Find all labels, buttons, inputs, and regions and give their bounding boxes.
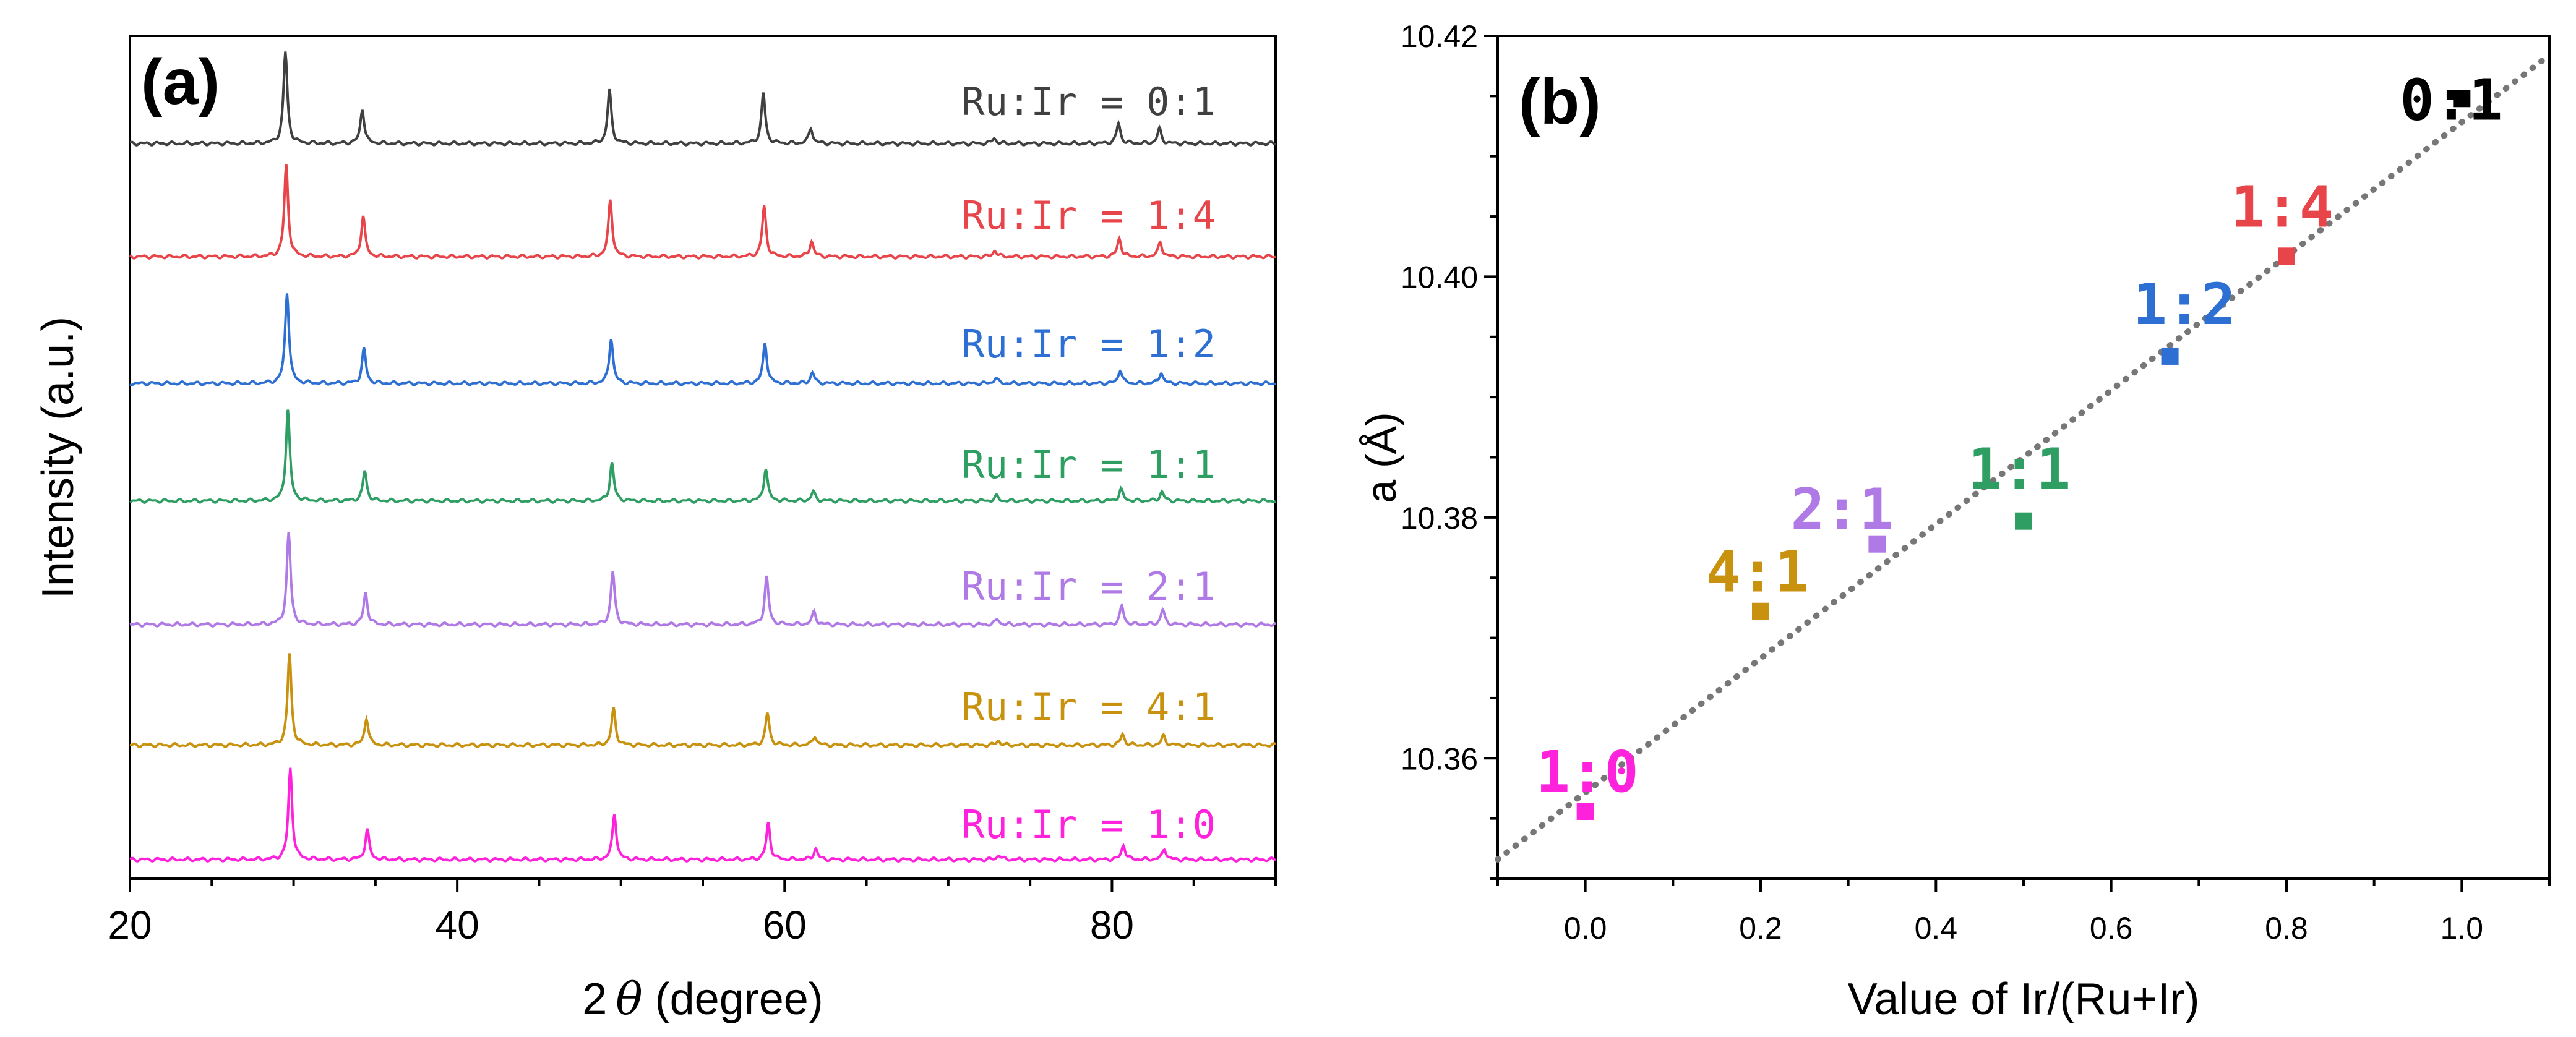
series-label: Ru:Ir = 0:1	[961, 79, 1216, 124]
data-point-0-1	[2453, 90, 2471, 108]
panel-b: (b) 0.0 0.2 0.4 0.6 0.8 1.0 10.36 10.38 10.40 10.…	[1358, 19, 2552, 1024]
data-point-2-1	[1868, 535, 1886, 553]
panel-a-x-ticks: 20 40 60 80	[108, 879, 1277, 947]
xrd-trace-01	[129, 51, 1276, 147]
panel-a-x-label-suffix: (degree)	[643, 975, 823, 1024]
xrd-trace-14	[129, 164, 1276, 260]
y-tick-label: 10.36	[1401, 741, 1478, 776]
panel-a-traces	[129, 51, 1277, 863]
data-point-4-1	[1752, 602, 1769, 620]
x-tick-label: 20	[108, 903, 152, 947]
panel-a-series-labels: Ru:Ir = 0:1 Ru:Ir = 1:4 Ru:Ir = 1:2 Ru:Ir =…	[961, 79, 1216, 847]
point-label: 4:1	[1706, 539, 1809, 605]
x-tick-label: 0.0	[1564, 911, 1607, 945]
series-label: Ru:Ir = 1:2	[961, 322, 1216, 367]
x-tick-label: 0.6	[2090, 911, 2133, 945]
point-label: 2:1	[1790, 477, 1893, 543]
y-tick-label: 10.40	[1401, 260, 1478, 294]
point-label: 1:1	[1968, 437, 2071, 503]
panel-a-x-label-prefix: 2	[582, 975, 607, 1024]
xrd-trace-10	[129, 767, 1276, 863]
series-label: Ru:Ir = 1:4	[961, 193, 1216, 238]
point-label: 1:2	[2133, 271, 2236, 338]
panel-a-y-axis-label: Intensity (a.u.)	[33, 317, 83, 599]
x-tick-label: 1.0	[2441, 911, 2484, 945]
panel-a: (a) Ru:Ir = 0:1Ru:Ir = 1:4Ru:Ir = 1:2Ru:…	[33, 35, 1277, 1025]
series-label: Ru:Ir = 1:0	[961, 802, 1216, 847]
x-tick-label: 40	[436, 903, 479, 947]
point-label: 0:1	[2400, 67, 2502, 133]
x-tick-label: 80	[1090, 903, 1134, 947]
xrd-trace-11	[129, 409, 1277, 504]
data-point-1-2	[2161, 347, 2179, 365]
panel-b-label: (b)	[1519, 66, 1601, 138]
xrd-trace-41	[130, 653, 1277, 748]
point-label: 1:0	[1536, 739, 1639, 805]
series-label: Ru:Ir = 2:1	[961, 564, 1216, 609]
data-point-1-1	[2015, 512, 2032, 530]
x-tick-label: 0.2	[1739, 911, 1782, 945]
panel-b-point-labels: 1:0 4:12:1 1:1 1:2 1:4 0:1	[1536, 67, 2503, 805]
y-tick-label: 10.42	[1401, 19, 1478, 54]
data-point-1-4	[2278, 247, 2295, 265]
xrd-trace-12	[129, 293, 1276, 386]
panel-a-label: (a)	[141, 46, 220, 118]
panel-b-y-axis-label: a (Å)	[1358, 412, 1405, 503]
x-tick-label: 60	[763, 903, 807, 947]
panel-b-x-axis-label: Value of Ir/(Ru+Ir)	[1848, 975, 2200, 1024]
panel-b-points	[1576, 90, 2471, 820]
panel-b-ticks: 0.0 0.2 0.4 0.6 0.8 1.0 10.36 10.38 10.40 10.42	[1401, 19, 2551, 945]
series-label: Ru:Ir = 4:1	[961, 685, 1216, 730]
data-point-1-0	[1576, 802, 1594, 820]
panel-a-x-label-symbol: θ	[616, 973, 642, 1025]
xrd-trace-21	[129, 532, 1277, 628]
point-label: 1:4	[2231, 174, 2333, 240]
y-tick-label: 10.38	[1401, 501, 1478, 536]
x-tick-label: 0.8	[2265, 911, 2308, 945]
fit-line	[1495, 52, 2552, 863]
x-tick-label: 0.4	[1915, 911, 1958, 945]
series-label: Ru:Ir = 1:1	[961, 442, 1216, 487]
